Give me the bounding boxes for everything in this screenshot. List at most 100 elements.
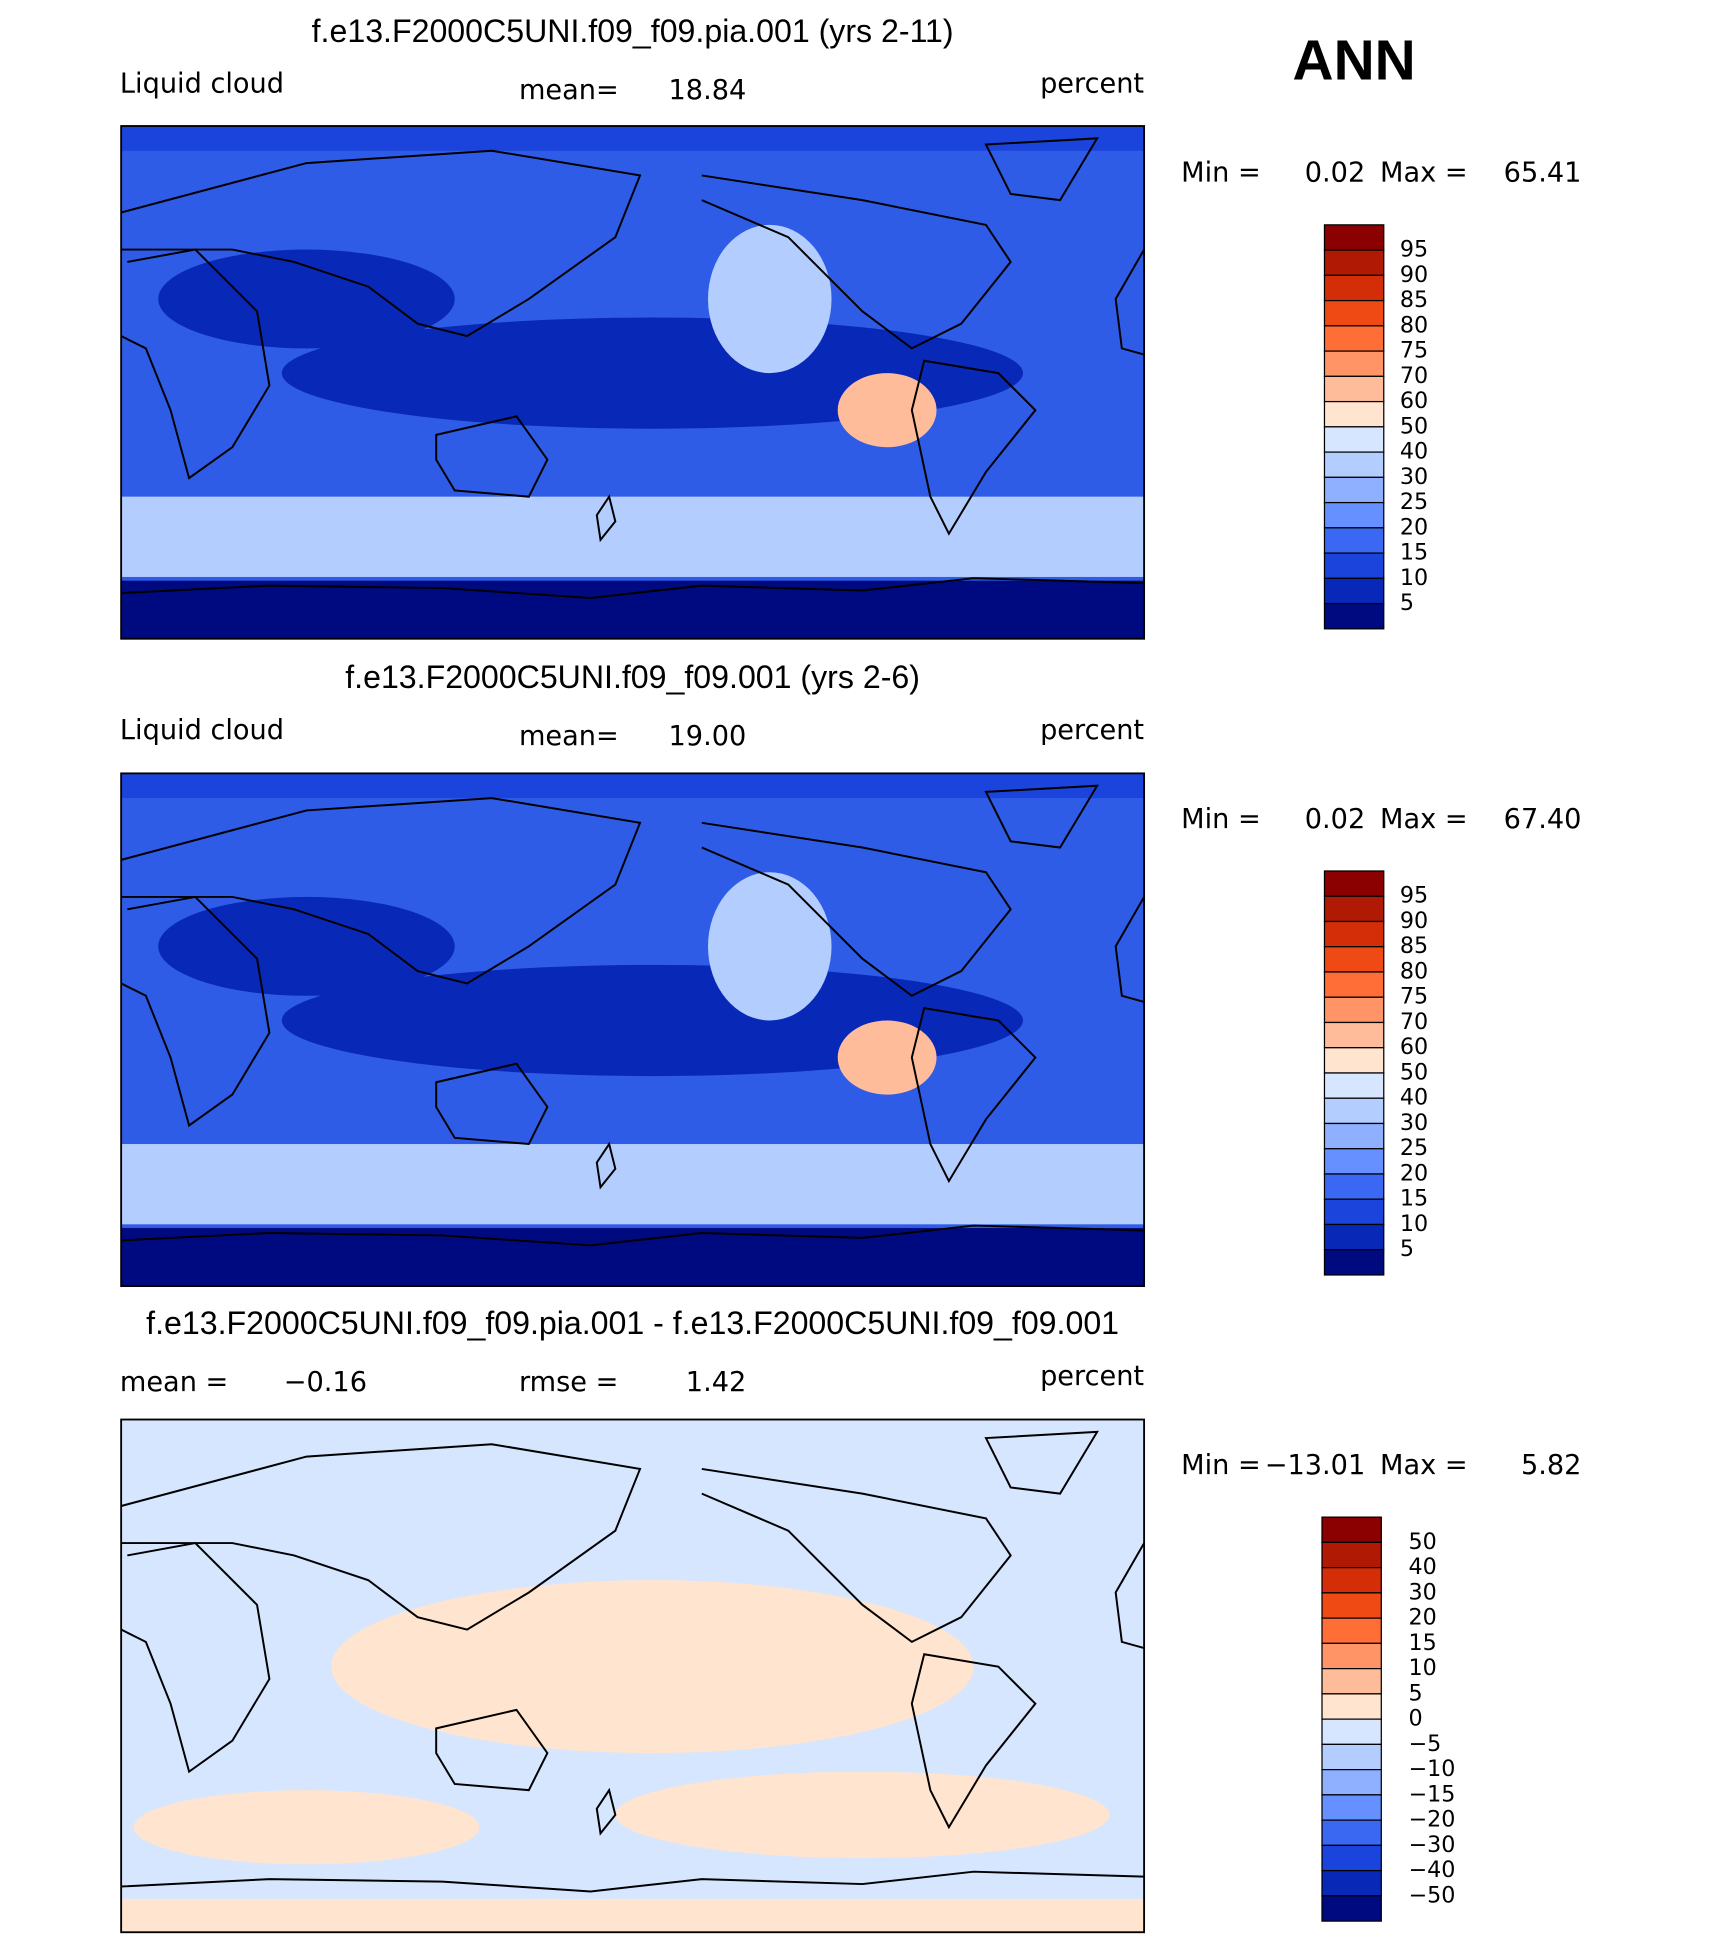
colorbar-box (1323, 996, 1385, 1024)
units: percent (1040, 69, 1144, 100)
units: percent (1040, 1361, 1144, 1392)
colorbar-box (1323, 1148, 1385, 1175)
colorbar-box (1323, 1249, 1385, 1276)
colorbar-box (1323, 375, 1385, 403)
colorbar-box (1321, 1642, 1382, 1670)
colorbar-label: −20 (1408, 1807, 1455, 1833)
colorbar-box (1321, 1693, 1382, 1720)
colorbar-box (1321, 1516, 1382, 1543)
colorbar-box (1321, 1794, 1382, 1821)
colorbar-box (1323, 946, 1385, 973)
colorbar-box (1323, 971, 1385, 998)
colorbar-label: −5 (1408, 1731, 1441, 1757)
colorbar-box (1321, 1768, 1382, 1796)
colorbar-label: 20 (1400, 1160, 1428, 1186)
colorbar-label: 75 (1400, 338, 1428, 364)
colorbar-label: 60 (1400, 388, 1428, 414)
min-label: Min = (1181, 1450, 1261, 1481)
colorbar-label: 50 (1400, 1059, 1428, 1085)
panel-title: f.e13.F2000C5UNI.f09_f09.001 (yrs 2-6) (345, 659, 920, 695)
colorbar-label: 5 (1400, 590, 1414, 616)
colorbar-box (1323, 400, 1385, 428)
colorbar-box (1323, 1223, 1385, 1251)
colorbar-label: 15 (1400, 540, 1428, 566)
colorbar-label: 30 (1408, 1579, 1436, 1605)
colorbar-label: 50 (1400, 413, 1428, 439)
colorbar-label: 5 (1400, 1236, 1414, 1262)
colorbar-box (1323, 1173, 1385, 1200)
colorbar-label: 40 (1400, 439, 1428, 465)
colorbar-box (1323, 325, 1385, 352)
colorbar-box (1321, 1743, 1382, 1771)
stat-value: 19.00 (669, 721, 747, 752)
colorbar-box (1321, 1844, 1382, 1872)
colorbar-box (1323, 350, 1385, 377)
colorbar-box (1323, 426, 1385, 453)
colorbar-label: 10 (1400, 565, 1428, 591)
colorbar-box (1323, 224, 1385, 251)
colorbar-label: −50 (1408, 1882, 1455, 1908)
colorbar-box (1323, 1047, 1385, 1074)
colorbar-label: 80 (1400, 312, 1428, 338)
panel-title: f.e13.F2000C5UNI.f09_f09.pia.001 (yrs 2-… (312, 13, 954, 49)
max-label: Max = (1380, 1450, 1468, 1481)
stat-value: 1.42 (686, 1367, 746, 1398)
map-1 (120, 125, 1146, 640)
max-value: 65.41 (1504, 158, 1582, 189)
colorbar-label: 90 (1400, 908, 1428, 934)
colorbar-box (1321, 1592, 1382, 1619)
colorbar-label: 70 (1400, 1009, 1428, 1035)
colorbar-label: 20 (1400, 514, 1428, 540)
colorbar-label: 15 (1408, 1630, 1436, 1656)
colorbar-label: 75 (1400, 984, 1428, 1010)
colorbar-label: 90 (1400, 262, 1428, 288)
colorbar-box (1321, 1668, 1382, 1695)
colorbar-box (1323, 602, 1385, 630)
colorbar-box (1323, 476, 1385, 504)
colorbar-label: 95 (1400, 237, 1428, 263)
colorbar-box (1323, 577, 1385, 605)
colorbar-label: 80 (1400, 958, 1428, 984)
colorbar-box (1323, 1097, 1385, 1125)
colorbar-label: −30 (1408, 1832, 1455, 1858)
season: ANN (1293, 29, 1416, 92)
colorbar-box (1321, 1718, 1382, 1745)
colorbar-label: 20 (1408, 1605, 1436, 1631)
colorbar-label: 40 (1408, 1554, 1436, 1580)
colorbar-label: 10 (1400, 1211, 1428, 1237)
colorbar-label: 15 (1400, 1186, 1428, 1212)
left-label: Liquid cloud (120, 715, 284, 746)
colorbar-label: 0 (1408, 1706, 1422, 1732)
stat-value: 18.84 (669, 75, 747, 106)
colorbar-label: 25 (1400, 1135, 1428, 1161)
colorbar-label: 85 (1400, 933, 1428, 959)
colorbar-box (1321, 1895, 1382, 1922)
colorbar-label: 60 (1400, 1034, 1428, 1060)
colorbar-box (1323, 870, 1385, 897)
colorbar-label: 5 (1408, 1680, 1422, 1706)
colorbar-box (1321, 1567, 1382, 1594)
colorbar-label: −15 (1408, 1781, 1455, 1807)
colorbar-box (1323, 1021, 1385, 1049)
maps (120, 125, 1146, 1934)
stat-label: rmse = (519, 1367, 618, 1398)
colorbar-box (1321, 1869, 1382, 1897)
min-label: Min = (1181, 804, 1261, 835)
colorbar-box (1323, 920, 1385, 948)
colorbar-box (1323, 1072, 1385, 1099)
colorbar-box (1323, 1198, 1385, 1226)
colorbar-box (1323, 552, 1385, 579)
map-2 (120, 772, 1146, 1288)
colorbar-label: −10 (1408, 1756, 1455, 1782)
min-value: 0.02 (1305, 158, 1365, 189)
min-value: 0.02 (1305, 804, 1365, 835)
colorbar-box (1321, 1617, 1382, 1644)
colorbar-label: 50 (1408, 1529, 1436, 1555)
units: percent (1040, 715, 1144, 746)
min-value: −13.01 (1265, 1450, 1365, 1481)
min-label: Min = (1181, 158, 1261, 189)
colorbar-box (1321, 1541, 1382, 1569)
colorbar-label: 10 (1408, 1655, 1436, 1681)
map-3 (120, 1418, 1146, 1934)
max-label: Max = (1380, 804, 1468, 835)
